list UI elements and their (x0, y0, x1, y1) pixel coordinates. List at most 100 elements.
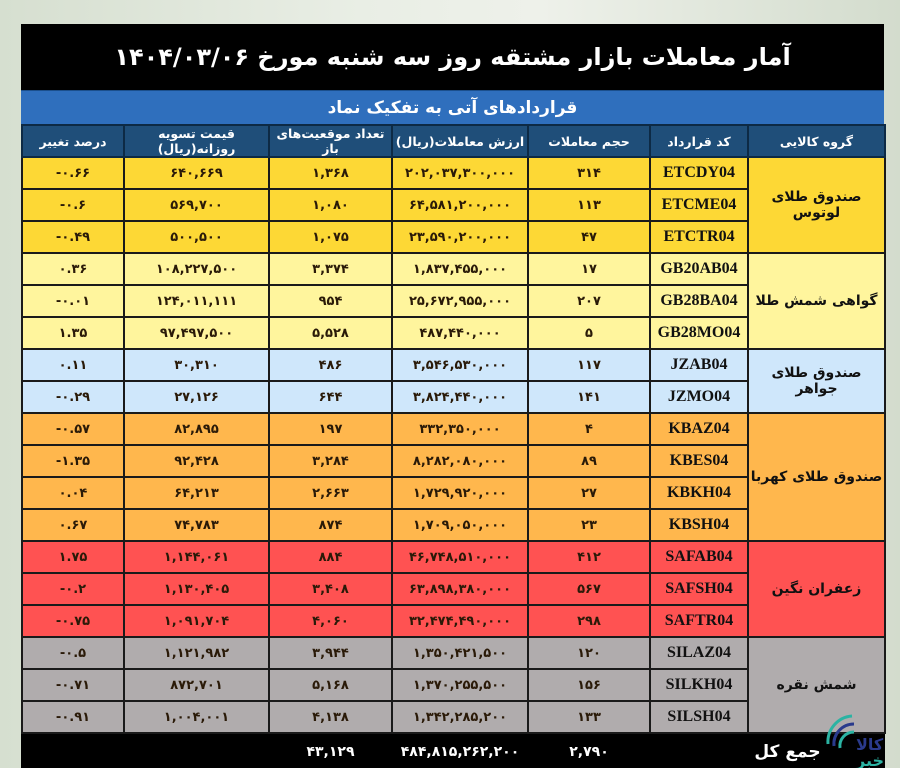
col-header-open-positions: تعداد موقعیت‌های باز (268, 124, 393, 158)
value-cell: ۳,۸۲۴,۴۴۰,۰۰۰ (391, 380, 529, 414)
contract-code: SAFTR04 (649, 604, 749, 638)
total-row: جمع کل ۲,۷۹۰ ۴۸۴,۸۱۵,۲۶۲,۲۰۰ ۴۳,۱۲۹ (22, 733, 885, 768)
open-positions-cell: ۸۷۴ (268, 508, 393, 542)
settlement-price-cell: ۱,۱۴۴,۰۶۱ (123, 540, 270, 574)
volume-cell: ۱۳۳ (527, 700, 651, 734)
value-cell: ۱,۷۰۹,۰۵۰,۰۰۰ (391, 508, 529, 542)
volume-cell: ۵ (527, 316, 651, 350)
open-positions-cell: ۴,۱۳۸ (268, 700, 393, 734)
value-cell: ۲۳,۵۹۰,۲۰۰,۰۰۰ (391, 220, 529, 254)
value-cell: ۶۳,۸۹۸,۳۸۰,۰۰۰ (391, 572, 529, 606)
table-row: KBKH04 ۲۷ ۱,۷۲۹,۹۲۰,۰۰۰ ۲,۶۶۳ ۶۴,۲۱۳ ۰.۰… (21, 476, 885, 510)
value-cell: ۳,۵۴۶,۵۳۰,۰۰۰ (391, 348, 529, 382)
table-row: گواهی شمش طلا GB20AB04 ۱۷ ۱,۸۳۷,۴۵۵,۰۰۰ … (21, 252, 886, 350)
open-positions-cell: ۱,۰۸۰ (268, 188, 393, 222)
open-positions-cell: ۳,۳۷۴ (268, 252, 393, 286)
contract-code: SAFAB04 (649, 540, 749, 574)
table-row: صندوق طلای لوتوس ETCDY04 ۳۱۴ ۲۰۲,۰۳۷,۳۰۰… (21, 156, 886, 254)
col-header-group: گروه کالایی (747, 124, 886, 158)
change-percent-cell: -۰.۲ (21, 572, 125, 606)
change-percent-cell: -۰.۷۵ (21, 604, 125, 638)
group-cell: گواهی شمش طلا (747, 252, 886, 350)
contract-code: ETCDY04 (649, 156, 749, 190)
volume-cell: ۱۱۳ (527, 188, 651, 222)
value-cell: ۱,۳۴۲,۲۸۵,۲۰۰ (391, 700, 529, 734)
total-value: ۴۸۴,۸۱۵,۲۶۲,۲۰۰ (392, 733, 528, 768)
contract-code: KBAZ04 (649, 412, 749, 446)
value-cell: ۱,۷۲۹,۹۲۰,۰۰۰ (391, 476, 529, 510)
value-cell: ۳۳۲,۳۵۰,۰۰۰ (391, 412, 529, 446)
contract-code: JZMO04 (649, 380, 749, 414)
total-label: جمع کل (650, 733, 885, 768)
value-cell: ۶۴,۵۸۱,۲۰۰,۰۰۰ (391, 188, 529, 222)
change-percent-cell: -۱.۳۵ (21, 444, 125, 478)
col-header-volume: حجم معاملات (527, 124, 651, 158)
value-cell: ۲۰۲,۰۳۷,۳۰۰,۰۰۰ (391, 156, 529, 190)
contract-code: SILKH04 (649, 668, 749, 702)
contract-code: JZAB04 (649, 348, 749, 382)
value-cell: ۳۲,۴۷۴,۴۹۰,۰۰۰ (391, 604, 529, 638)
change-percent-cell: -۰.۵۷ (21, 412, 125, 446)
settlement-price-cell: ۱,۰۹۱,۷۰۴ (123, 604, 270, 638)
table-row: صندوق طلای جواهر JZAB04 ۱۱۷ ۳,۵۴۶,۵۳۰,۰۰… (21, 348, 886, 414)
change-percent-cell: -۰.۹۱ (21, 700, 125, 734)
col-header-value: ارزش معاملات(ریال) (391, 124, 529, 158)
settlement-price-cell: ۱۲۴,۰۱۱,۱۱۱ (123, 284, 270, 318)
table-row: SAFTR04 ۲۹۸ ۳۲,۴۷۴,۴۹۰,۰۰۰ ۴,۰۶۰ ۱,۰۹۱,۷… (21, 604, 885, 638)
volume-cell: ۲۰۷ (527, 284, 651, 318)
volume-cell: ۵۶۷ (527, 572, 651, 606)
total-open-positions: ۴۳,۱۲۹ (269, 733, 392, 768)
settlement-price-cell: ۱۰۸,۲۲۷,۵۰۰ (123, 252, 270, 286)
table-row: شمش نقره SILAZ04 ۱۲۰ ۱,۳۵۰,۴۲۱,۵۰۰ ۳,۹۴۴… (21, 636, 886, 734)
settlement-price-cell: ۱,۰۰۴,۰۰۱ (123, 700, 270, 734)
table-row: SAFSH04 ۵۶۷ ۶۳,۸۹۸,۳۸۰,۰۰۰ ۳,۴۰۸ ۱,۱۳۰,۴… (21, 572, 885, 606)
value-cell: ۸,۲۸۲,۰۸۰,۰۰۰ (391, 444, 529, 478)
group-cell: صندوق طلای کهربا (747, 412, 886, 542)
change-percent-cell: ۰.۶۷ (21, 508, 125, 542)
value-cell: ۱,۸۳۷,۴۵۵,۰۰۰ (391, 252, 529, 286)
volume-cell: ۲۹۸ (527, 604, 651, 638)
open-positions-cell: ۶۴۴ (268, 380, 393, 414)
settlement-price-cell: ۶۴۰,۶۶۹ (123, 156, 270, 190)
volume-cell: ۴۱۲ (527, 540, 651, 574)
settlement-price-cell: ۳۰,۳۱۰ (123, 348, 270, 382)
table-row: SILKH04 ۱۵۶ ۱,۳۷۰,۲۵۵,۵۰۰ ۵,۱۶۸ ۸۷۲,۷۰۱ … (21, 668, 885, 702)
table-row: SILSH04 ۱۳۳ ۱,۳۴۲,۲۸۵,۲۰۰ ۴,۱۳۸ ۱,۰۰۴,۰۰… (21, 700, 885, 734)
value-cell: ۲۵,۶۷۲,۹۵۵,۰۰۰ (391, 284, 529, 318)
contract-code: KBKH04 (649, 476, 749, 510)
header-row: گروه کالایی کد قرارداد حجم معاملات ارزش … (21, 124, 886, 158)
volume-cell: ۲۷ (527, 476, 651, 510)
open-positions-cell: ۹۵۴ (268, 284, 393, 318)
settlement-price-cell: ۹۷,۴۹۷,۵۰۰ (123, 316, 270, 350)
settlement-price-cell: ۱,۱۳۰,۴۰۵ (123, 572, 270, 606)
group-cell: شمش نقره (747, 636, 886, 734)
value-cell: ۱,۳۵۰,۴۲۱,۵۰۰ (391, 636, 529, 670)
volume-cell: ۸۹ (527, 444, 651, 478)
col-header-change-percent: درصد تغییر (21, 124, 125, 158)
open-positions-cell: ۸۸۴ (268, 540, 393, 574)
contract-code: KBSH04 (649, 508, 749, 542)
open-positions-cell: ۱,۰۷۵ (268, 220, 393, 254)
logo-text-top: کالا (856, 735, 884, 754)
stats-sheet: آمار معاملات بازار مشتقه روز سه شنبه مور… (21, 24, 886, 768)
open-positions-cell: ۱۹۷ (268, 412, 393, 446)
change-percent-cell: ۱.۳۵ (21, 316, 125, 350)
open-positions-cell: ۴۸۶ (268, 348, 393, 382)
change-percent-cell: -۰.۴۹ (21, 220, 125, 254)
change-percent-cell: -۰.۷۱ (21, 668, 125, 702)
volume-cell: ۱۲۰ (527, 636, 651, 670)
page-title: آمار معاملات بازار مشتقه روز سه شنبه مور… (114, 43, 791, 71)
open-positions-cell: ۳,۲۸۴ (268, 444, 393, 478)
settlement-price-cell: ۷۴,۷۸۳ (123, 508, 270, 542)
open-positions-cell: ۲,۶۶۳ (268, 476, 393, 510)
total-empty-settlement (124, 733, 269, 768)
change-percent-cell: ۱.۷۵ (21, 540, 125, 574)
signal-waves-icon: کالا خبر (826, 714, 884, 768)
open-positions-cell: ۳,۴۰۸ (268, 572, 393, 606)
table-row: زعفران نگین SAFAB04 ۴۱۲ ۴۶,۷۴۸,۵۱۰,۰۰۰ ۸… (21, 540, 886, 638)
open-positions-cell: ۵,۵۲۸ (268, 316, 393, 350)
open-positions-cell: ۱,۳۶۸ (268, 156, 393, 190)
volume-cell: ۳۱۴ (527, 156, 651, 190)
settlement-price-cell: ۸۷۲,۷۰۱ (123, 668, 270, 702)
volume-cell: ۲۳ (527, 508, 651, 542)
